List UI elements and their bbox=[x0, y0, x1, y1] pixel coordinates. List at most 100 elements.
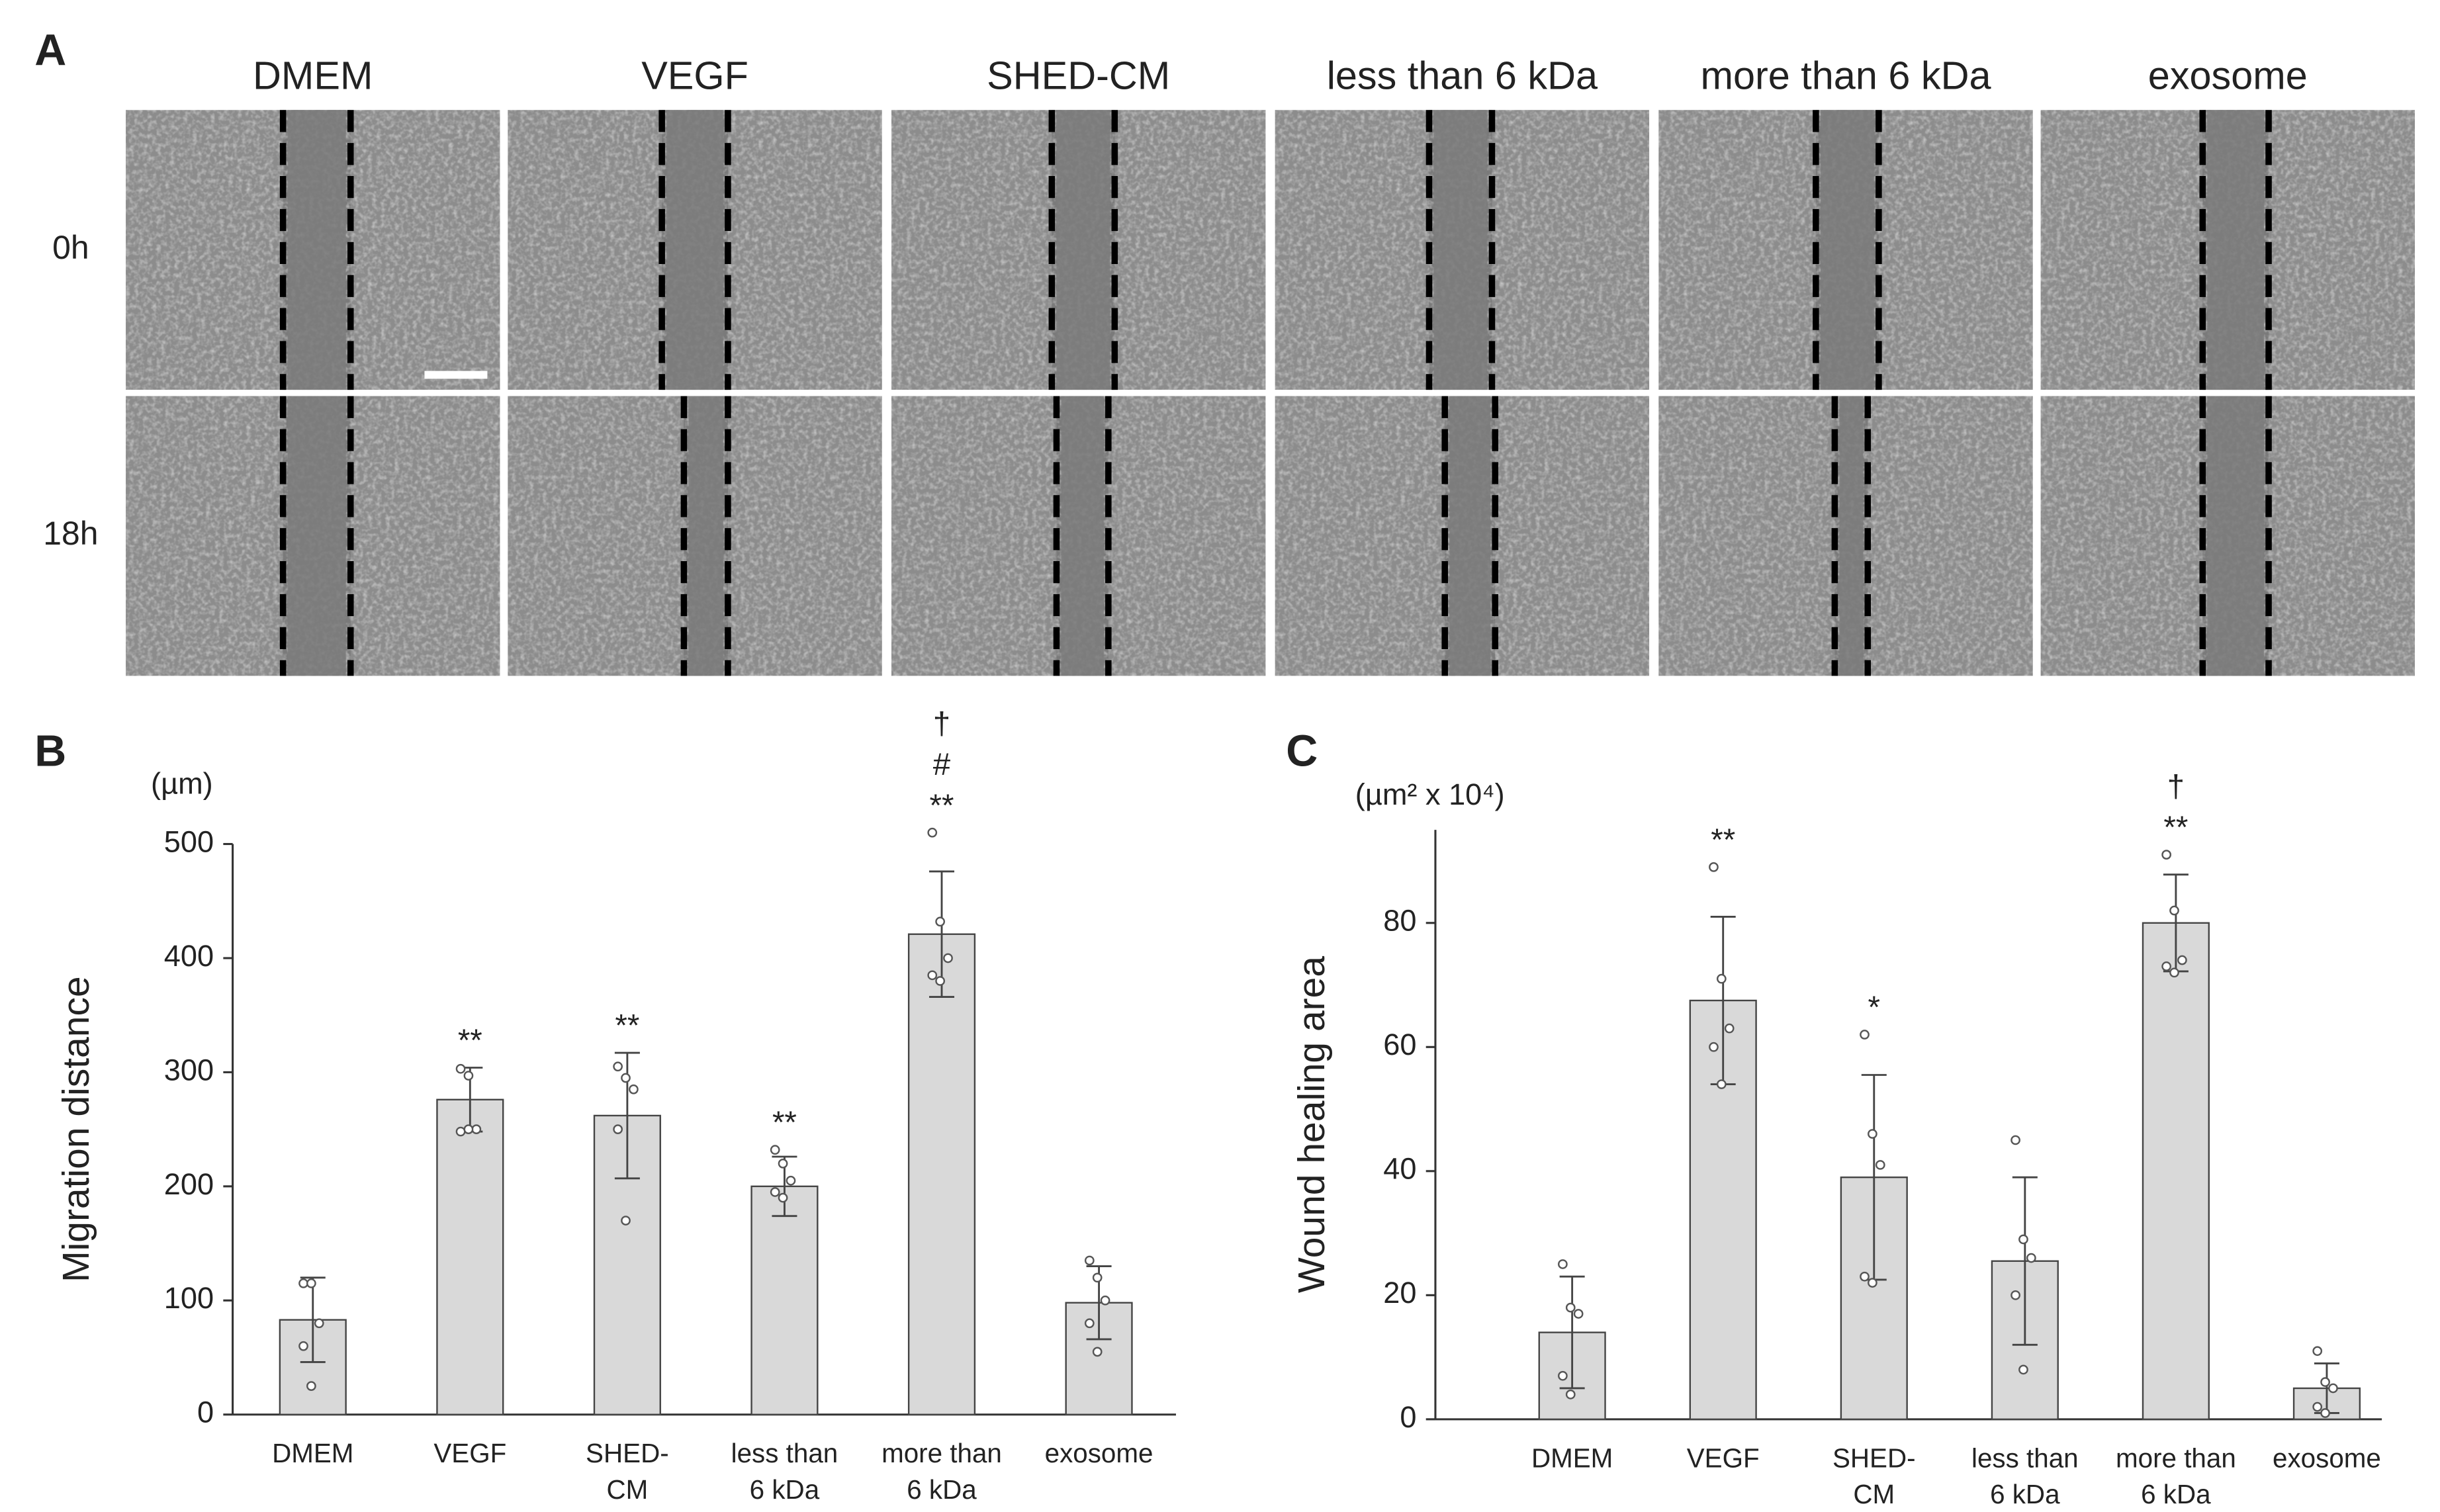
data-point bbox=[629, 1084, 639, 1094]
data-point bbox=[1092, 1272, 1103, 1283]
data-point bbox=[1565, 1389, 1576, 1400]
x-tick-label: exosome bbox=[2273, 1443, 2381, 1473]
data-point bbox=[2161, 850, 2172, 860]
wound-gap-overlay bbox=[1061, 396, 1104, 676]
data-point bbox=[935, 976, 945, 986]
significance-mark: ** bbox=[458, 1023, 482, 1058]
scale-bar bbox=[424, 371, 488, 379]
x-tick-label: less than bbox=[1971, 1443, 2079, 1473]
data-point bbox=[2018, 1234, 2028, 1245]
panel-letter: C bbox=[1286, 727, 1318, 776]
y-axis-label: Wound healing area bbox=[1290, 956, 1333, 1293]
data-point bbox=[314, 1318, 324, 1329]
x-tick-label: VEGF bbox=[433, 1438, 506, 1468]
data-point bbox=[2169, 905, 2179, 916]
y-tick-label: 400 bbox=[164, 939, 214, 973]
x-tick-label: SHED- bbox=[586, 1438, 669, 1468]
data-point bbox=[1860, 1030, 1870, 1040]
significance-mark: * bbox=[1868, 990, 1881, 1025]
data-point bbox=[455, 1063, 466, 1074]
data-point bbox=[621, 1216, 631, 1225]
wound-gap-overlay bbox=[1056, 110, 1110, 390]
data-point bbox=[306, 1381, 316, 1391]
data-point bbox=[2177, 955, 2187, 965]
data-point bbox=[770, 1187, 780, 1197]
y-tick-label: 200 bbox=[164, 1167, 214, 1201]
row-label: 18h bbox=[43, 515, 98, 552]
data-point bbox=[471, 1124, 482, 1134]
data-point bbox=[1716, 973, 1727, 984]
data-point bbox=[1558, 1259, 1568, 1269]
data-point bbox=[1716, 1079, 1727, 1089]
x-tick-label: 6 kDa bbox=[2141, 1479, 2211, 1509]
data-point bbox=[778, 1158, 788, 1169]
y-tick-label: 500 bbox=[164, 824, 214, 858]
data-point bbox=[786, 1175, 796, 1186]
data-point bbox=[2320, 1408, 2330, 1418]
wound-gap-overlay bbox=[2207, 110, 2264, 390]
data-point bbox=[2312, 1346, 2323, 1356]
panel-letter: A bbox=[34, 26, 66, 75]
x-tick-label: more than bbox=[2116, 1443, 2236, 1473]
significance-mark: ** bbox=[772, 1105, 797, 1140]
y-tick-label: 300 bbox=[164, 1053, 214, 1087]
wound-gap-overlay bbox=[287, 396, 346, 676]
data-point bbox=[1868, 1278, 1877, 1288]
data-point bbox=[2026, 1253, 2036, 1263]
column-label: less than 6 kDa bbox=[1327, 53, 1598, 97]
x-tick-label: DMEM bbox=[272, 1438, 353, 1468]
y-tick-label: 100 bbox=[164, 1281, 214, 1315]
data-point bbox=[2328, 1383, 2338, 1394]
column-label: exosome bbox=[2148, 53, 2308, 97]
data-point bbox=[1558, 1370, 1568, 1381]
bar bbox=[2142, 922, 2210, 1421]
data-point bbox=[1709, 862, 1719, 872]
data-point bbox=[306, 1278, 316, 1288]
data-point bbox=[1100, 1295, 1110, 1306]
data-point bbox=[943, 953, 953, 963]
y-tick-label: 0 bbox=[197, 1396, 214, 1429]
y-tick-label: 40 bbox=[1383, 1152, 1416, 1186]
column-label: VEGF bbox=[641, 53, 748, 97]
data-point bbox=[927, 827, 938, 838]
data-point bbox=[455, 1126, 466, 1137]
x-tick-label: VEGF bbox=[1687, 1443, 1760, 1473]
unit-label: (µm² x 10⁴) bbox=[1355, 778, 1505, 811]
panel-letter: B bbox=[34, 727, 66, 776]
unit-label: (µm) bbox=[151, 767, 213, 801]
data-point bbox=[1724, 1023, 1735, 1034]
data-point bbox=[1084, 1255, 1095, 1266]
data-point bbox=[770, 1145, 780, 1155]
y-tick-label: 0 bbox=[1400, 1400, 1416, 1434]
x-tick-label: SHED- bbox=[1832, 1443, 1916, 1473]
wound-gap-overlay bbox=[688, 396, 723, 676]
significance-mark: ** bbox=[930, 788, 954, 823]
data-point bbox=[2018, 1364, 2028, 1375]
data-point bbox=[1868, 1129, 1877, 1139]
data-point bbox=[2011, 1290, 2020, 1300]
wound-gap-overlay bbox=[1449, 396, 1491, 676]
wound-gap-overlay bbox=[2207, 396, 2264, 676]
data-point bbox=[463, 1071, 474, 1081]
data-point bbox=[927, 970, 938, 981]
data-point bbox=[935, 916, 945, 927]
significance-mark: † bbox=[2167, 769, 2185, 804]
y-tick-label: 80 bbox=[1383, 904, 1416, 938]
data-point bbox=[1573, 1309, 1584, 1319]
x-tick-label: 6 kDa bbox=[750, 1474, 820, 1505]
data-point bbox=[1084, 1318, 1095, 1329]
data-point bbox=[2169, 967, 2179, 978]
x-tick-label: 6 kDa bbox=[1990, 1479, 2060, 1509]
x-tick-label: 6 kDa bbox=[907, 1474, 977, 1505]
data-point bbox=[2312, 1401, 2323, 1412]
y-tick-label: 60 bbox=[1383, 1028, 1416, 1061]
data-point bbox=[298, 1278, 308, 1288]
data-point bbox=[613, 1124, 623, 1134]
data-point bbox=[1092, 1347, 1103, 1357]
x-tick-label: DMEM bbox=[1531, 1443, 1613, 1473]
bar bbox=[907, 933, 976, 1415]
significance-mark: # bbox=[933, 747, 951, 782]
wound-gap-overlay bbox=[1433, 110, 1488, 390]
wound-gap-overlay bbox=[287, 110, 346, 390]
